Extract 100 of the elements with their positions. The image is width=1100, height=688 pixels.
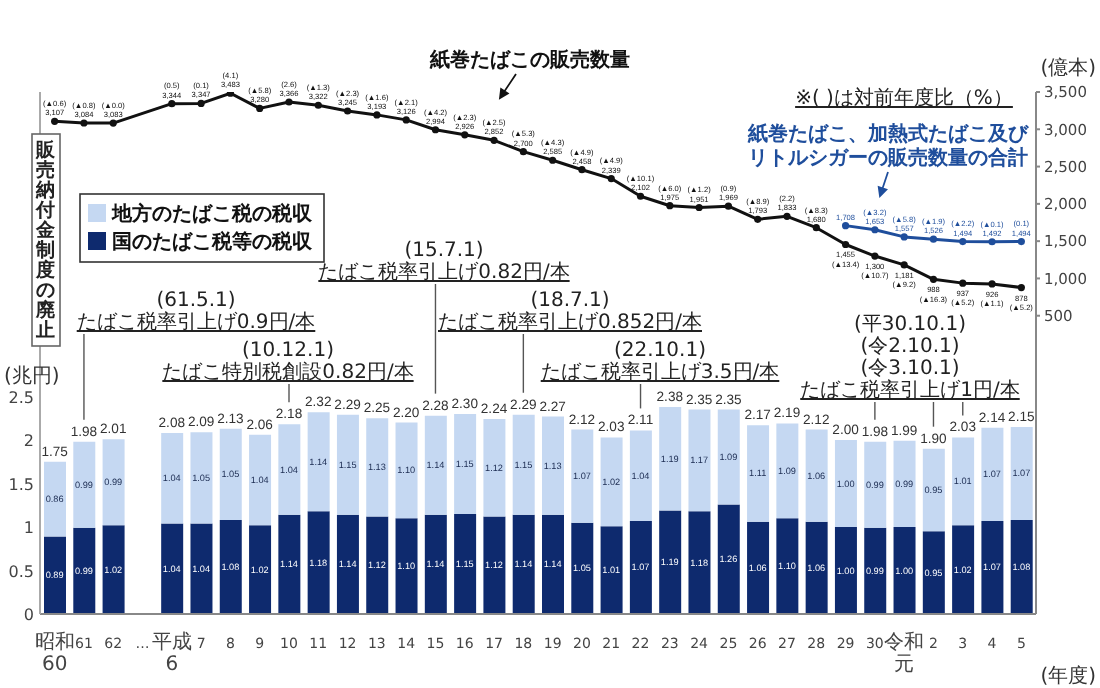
point bbox=[871, 252, 879, 260]
bar bbox=[454, 513, 477, 614]
point bbox=[841, 240, 850, 249]
text: 販売納付金制度の廃止 bbox=[36, 140, 56, 342]
bar bbox=[952, 525, 975, 614]
bar bbox=[542, 514, 564, 614]
bar bbox=[688, 409, 711, 512]
bar bbox=[805, 429, 828, 522]
bar bbox=[834, 440, 857, 527]
bar bbox=[219, 428, 242, 521]
bar bbox=[834, 527, 857, 614]
bar bbox=[922, 531, 945, 614]
point bbox=[754, 215, 762, 223]
point bbox=[1017, 283, 1025, 292]
bar bbox=[542, 416, 564, 515]
bar bbox=[483, 419, 506, 517]
bar bbox=[659, 510, 682, 614]
bar bbox=[278, 514, 301, 614]
bar bbox=[190, 523, 213, 614]
point bbox=[929, 235, 938, 243]
annotation: (61.5.1) たばこ税率引上げ0.9円/本 bbox=[76, 290, 316, 334]
y-tick-label: 1 bbox=[23, 519, 34, 537]
bar bbox=[600, 526, 623, 614]
bar bbox=[73, 527, 96, 614]
y-tick-label: 1.5 bbox=[8, 475, 34, 494]
point bbox=[1017, 237, 1025, 246]
y-tick-label: 2 bbox=[23, 432, 34, 450]
bar bbox=[512, 414, 535, 515]
point bbox=[285, 98, 293, 106]
bar bbox=[571, 429, 594, 523]
point bbox=[461, 131, 469, 139]
bar bbox=[952, 437, 975, 526]
bar bbox=[366, 418, 389, 517]
bar bbox=[629, 520, 652, 614]
point bbox=[959, 237, 967, 246]
bar bbox=[307, 511, 330, 614]
point bbox=[812, 224, 820, 232]
point bbox=[636, 192, 645, 200]
bar bbox=[483, 516, 506, 614]
point bbox=[197, 99, 205, 108]
text: 紙巻たばこ、加熱式たばこ及びリトルシガーの販売数量の合計 bbox=[746, 122, 1030, 170]
bar bbox=[893, 527, 916, 614]
bar bbox=[278, 424, 301, 515]
bar bbox=[717, 409, 740, 505]
bar bbox=[981, 520, 1004, 614]
x-tick-label: 令和元 bbox=[884, 630, 925, 676]
x-tick-label: 平成6 bbox=[151, 630, 192, 676]
bar bbox=[102, 439, 125, 526]
y-axis-title: (兆円) bbox=[4, 364, 60, 388]
bar bbox=[73, 441, 96, 528]
annotation: (18.7.1) たばこ税率引上げ0.852円/本 bbox=[438, 290, 702, 334]
point bbox=[80, 119, 88, 127]
point bbox=[783, 212, 791, 220]
bar bbox=[747, 425, 770, 522]
bar bbox=[249, 525, 272, 614]
bar bbox=[102, 525, 125, 614]
legend-label: 地方のたばこ税の税収 bbox=[110, 202, 314, 226]
y-tick-label: 0 bbox=[23, 606, 34, 624]
bar bbox=[864, 441, 887, 528]
point bbox=[607, 174, 615, 183]
x-axis-title: (年度) bbox=[1040, 664, 1097, 688]
bar bbox=[600, 437, 623, 527]
point bbox=[373, 111, 381, 119]
bar bbox=[659, 406, 682, 511]
point bbox=[314, 101, 322, 109]
bar bbox=[44, 536, 66, 614]
point bbox=[519, 148, 527, 156]
bar bbox=[161, 523, 184, 614]
annotation: (平30.10.1) (令2.10.1) (令3.10.1) たばこ税率引上げ1円/本 bbox=[800, 314, 1020, 402]
point bbox=[724, 202, 733, 210]
bar bbox=[1010, 426, 1033, 521]
point bbox=[988, 238, 996, 246]
bar bbox=[161, 433, 184, 524]
annotation: (10.12.1) たばこ特別税創設0.82円/本 bbox=[162, 340, 414, 384]
point bbox=[402, 116, 410, 124]
y-tick-label: 0.5 bbox=[8, 562, 34, 581]
annotation: (15.7.1) たばこ税率引上げ0.82円/本 bbox=[318, 240, 570, 284]
point bbox=[109, 119, 117, 127]
legend-label: 国のたばこ税等の税収 bbox=[112, 230, 314, 254]
x-tick-label: 昭和60 bbox=[34, 630, 75, 676]
bar bbox=[893, 440, 916, 527]
y2-axis-title: (億本) bbox=[1040, 56, 1097, 80]
bar bbox=[424, 415, 447, 515]
point bbox=[51, 117, 59, 125]
bar bbox=[981, 427, 1004, 521]
annotation: (22.10.1) たばこ税率引上げ3.5円/本 bbox=[540, 340, 780, 384]
text: 紙巻たばこの販売数量 bbox=[428, 48, 630, 72]
bar bbox=[44, 461, 66, 537]
point bbox=[900, 261, 908, 269]
point bbox=[549, 156, 557, 164]
bar bbox=[717, 504, 740, 614]
bar bbox=[1010, 520, 1033, 614]
point bbox=[959, 279, 967, 287]
point bbox=[988, 280, 996, 288]
bar bbox=[395, 422, 418, 519]
annotation: ※( )は対前年度比（%） bbox=[795, 86, 1013, 110]
point bbox=[900, 233, 908, 241]
bar bbox=[366, 516, 389, 614]
bar bbox=[307, 412, 330, 512]
point bbox=[666, 202, 674, 210]
